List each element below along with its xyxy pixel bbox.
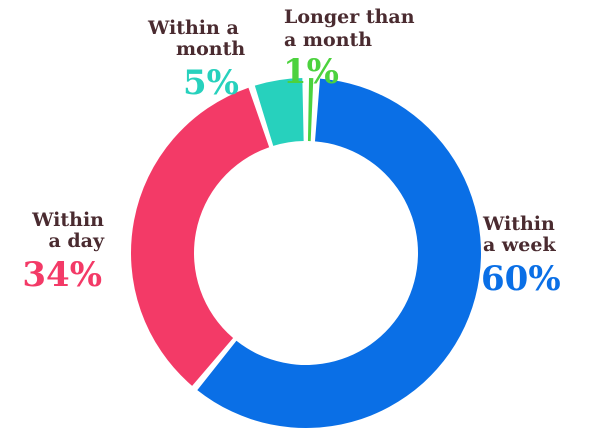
donut-slices <box>131 78 481 429</box>
category-label-within-a-week-line2: a week <box>483 234 556 256</box>
label-group-within-a-week: Within a week 60% <box>481 213 561 299</box>
slice-longer-than-a-month <box>307 78 314 142</box>
slice-within-a-month <box>254 78 304 146</box>
label-group-longer-than-a-month: Longer than a month 1% <box>283 6 415 92</box>
label-group-within-a-day: Within a day 34% <box>22 209 105 295</box>
value-label-within-a-week: 60% <box>481 259 561 299</box>
category-label-longer-than-a-month-line1: Longer than <box>284 6 415 28</box>
label-group-within-a-month: Within a month 5% <box>147 17 245 103</box>
category-label-within-a-day-line1: Within <box>31 209 104 231</box>
value-label-within-a-month: 5% <box>183 63 239 103</box>
category-label-longer-than-a-month-line2: a month <box>284 29 372 51</box>
value-label-longer-than-a-month: 1% <box>283 52 339 92</box>
slice-within-a-week <box>197 78 481 429</box>
value-label-within-a-day: 34% <box>22 255 102 295</box>
category-label-within-a-month-line2: month <box>176 38 245 60</box>
slice-within-a-day <box>131 87 270 386</box>
category-label-within-a-month-line1: Within a <box>147 17 239 39</box>
category-label-within-a-week-line1: Within <box>482 213 555 235</box>
category-label-within-a-day-line2: a day <box>48 230 105 252</box>
